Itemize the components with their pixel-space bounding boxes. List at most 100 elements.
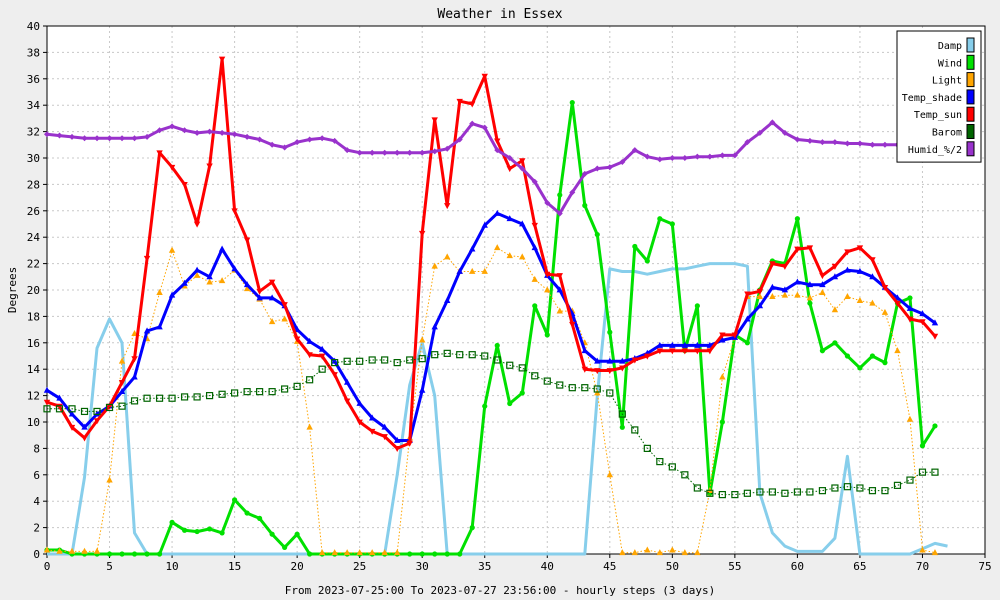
data-point-humid-2 [306, 136, 313, 143]
x-tick-label: 35 [478, 560, 491, 573]
data-point-barom [668, 463, 676, 471]
data-point-humid-2 [706, 153, 713, 160]
data-point-temp-sun [444, 203, 451, 210]
data-point-light [81, 547, 88, 554]
data-point-temp-shade [719, 336, 726, 343]
series-temp-shade [43, 209, 939, 443]
data-point-wind [582, 202, 588, 209]
y-tick-label: 4 [33, 495, 40, 508]
data-point-temp-shade [456, 267, 463, 274]
data-point-temp-sun [869, 257, 876, 264]
data-point-barom [130, 397, 139, 405]
data-point-light [494, 244, 501, 251]
data-point-wind [844, 353, 851, 359]
data-point-barom [418, 355, 426, 363]
data-point-light [306, 423, 313, 430]
y-tick-label: 16 [27, 337, 40, 350]
data-point-temp-sun [569, 321, 576, 328]
data-point-humid-2 [444, 145, 451, 152]
data-point-temp-shade [56, 394, 63, 401]
data-point-wind [869, 353, 876, 359]
data-point-light [106, 476, 113, 483]
data-point-humid-2 [806, 137, 813, 144]
y-tick-label: 14 [27, 363, 41, 376]
data-point-wind [294, 531, 300, 537]
data-point-wind [194, 528, 200, 535]
data-point-barom [856, 484, 864, 492]
x-tick-label: 25 [353, 560, 366, 573]
data-point-temp-sun [906, 316, 914, 323]
data-point-wind [807, 300, 813, 306]
data-point-temp-sun [844, 249, 851, 256]
data-point-humid-2 [481, 124, 488, 131]
data-point-temp-sun [544, 271, 551, 278]
data-point-temp-shade [68, 410, 76, 417]
data-point-light [168, 246, 176, 253]
x-tick-label: 50 [666, 560, 679, 573]
data-point-humid-2 [356, 149, 363, 156]
data-point-barom [931, 468, 939, 476]
data-point-wind [144, 551, 150, 557]
data-point-barom [606, 389, 614, 397]
data-point-barom [806, 488, 814, 496]
data-point-humid-2 [269, 141, 276, 148]
data-point-wind [206, 526, 213, 532]
data-point-barom [356, 357, 364, 365]
data-point-humid-2 [181, 127, 188, 134]
data-point-barom [918, 468, 927, 476]
data-point-light [831, 306, 839, 313]
series-damp [47, 262, 948, 556]
data-point-light [43, 546, 51, 553]
data-point-barom [568, 384, 576, 392]
data-point-temp-shade [306, 337, 313, 344]
legend-swatch [966, 141, 975, 157]
data-point-wind [119, 551, 125, 557]
y-tick-label: 6 [33, 469, 40, 482]
legend-swatch [966, 72, 975, 88]
data-point-temp-shade [469, 245, 476, 252]
y-tick-label: 22 [27, 258, 40, 271]
data-point-barom [556, 381, 564, 389]
data-point-barom [143, 394, 151, 402]
data-point-humid-2 [631, 147, 638, 154]
series-line-temp-sun [46, 57, 937, 450]
x-tick-label: 15 [228, 560, 241, 573]
data-point-humid-2 [656, 156, 663, 163]
data-point-barom [831, 484, 839, 492]
legend-swatch [966, 106, 975, 122]
data-point-wind [794, 216, 801, 222]
data-point-temp-sun [393, 446, 401, 452]
data-point-temp-sun [781, 263, 789, 270]
data-point-light [756, 293, 764, 299]
data-point-wind [669, 221, 675, 227]
data-point-temp-sun [744, 291, 751, 298]
legend-label: Temp_sun [914, 110, 962, 121]
x-axis-label: From 2023-07-25:00 To 2023-07-27 23:56:0… [285, 584, 715, 597]
data-point-temp-shade [619, 357, 626, 364]
data-point-temp-sun [106, 403, 113, 410]
data-point-wind [557, 192, 563, 198]
data-point-temp-sun [519, 158, 526, 165]
data-point-temp-sun [806, 245, 814, 252]
data-point-temp-sun [881, 284, 889, 291]
y-tick-label: 32 [27, 126, 40, 139]
data-point-temp-sun [619, 365, 626, 372]
data-point-light [894, 347, 901, 354]
data-point-light [819, 289, 826, 296]
data-point-humid-2 [494, 147, 501, 154]
series-lines [43, 56, 948, 557]
data-point-temp-shade [231, 265, 238, 272]
data-point-light [931, 549, 939, 556]
data-point-temp-shade [331, 357, 338, 364]
data-point-barom [793, 488, 802, 496]
data-point-temp-shade [193, 266, 201, 273]
data-point-humid-2 [619, 158, 626, 165]
data-point-barom [293, 382, 301, 390]
data-point-wind [219, 530, 225, 536]
data-point-temp-sun [168, 164, 176, 171]
data-point-temp-sun [556, 273, 563, 280]
data-point-light [419, 336, 426, 343]
data-point-temp-sun [669, 348, 676, 355]
data-point-barom [168, 394, 176, 402]
data-point-temp-shade [181, 279, 188, 286]
